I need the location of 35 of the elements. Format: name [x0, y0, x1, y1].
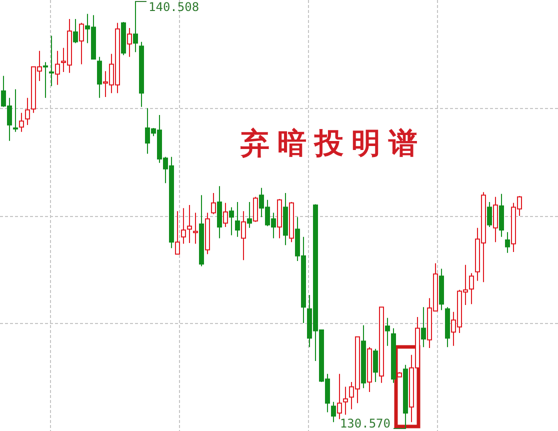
candlestick	[73, 18, 78, 44]
candlestick	[25, 97, 30, 126]
candlestick	[343, 386, 348, 416]
candlestick	[385, 317, 390, 346]
candlestick	[19, 112, 24, 132]
candlestick	[469, 272, 474, 305]
candlestick	[223, 202, 228, 228]
candlestick	[211, 192, 216, 215]
candlestick	[235, 202, 240, 238]
candlestick	[79, 22, 84, 65]
candlestick	[337, 373, 342, 420]
candlestick	[175, 210, 180, 255]
candlestick	[181, 208, 186, 244]
candlestick	[133, 0, 138, 53]
candlestick	[253, 196, 258, 222]
candlestick	[487, 202, 492, 228]
candlestick	[193, 212, 198, 244]
candlestick	[13, 88, 18, 132]
candlestick	[331, 401, 336, 423]
candlestick	[49, 35, 54, 87]
candlestick	[241, 210, 246, 261]
candlestick	[493, 196, 498, 243]
candlestick	[187, 204, 192, 244]
candlestick	[127, 28, 132, 58]
candlestick	[43, 62, 48, 98]
candlestick	[97, 56, 102, 98]
candlestick	[421, 306, 426, 348]
candlestick	[229, 206, 234, 236]
text: 弃暗投明谱	[240, 126, 426, 160]
candlestick	[247, 202, 252, 228]
candlestick	[55, 50, 60, 86]
candlestick	[373, 348, 378, 383]
candlestick	[505, 232, 510, 254]
annotation: 140.508	[148, 0, 200, 14]
annotation: 130.570	[340, 416, 390, 430]
